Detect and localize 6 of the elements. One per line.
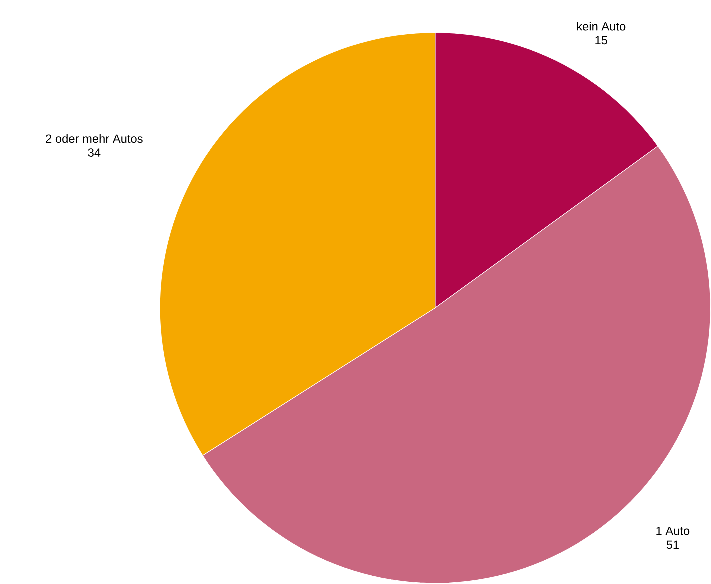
slice-label: 2 oder mehr Autos <box>46 134 143 144</box>
data-label: 34 <box>88 148 101 158</box>
data-label: 51 <box>666 541 679 550</box>
slice-label: 1 Auto <box>656 527 690 536</box>
data-label: 15 <box>596 36 608 45</box>
slice-label: kein Auto <box>577 22 626 31</box>
